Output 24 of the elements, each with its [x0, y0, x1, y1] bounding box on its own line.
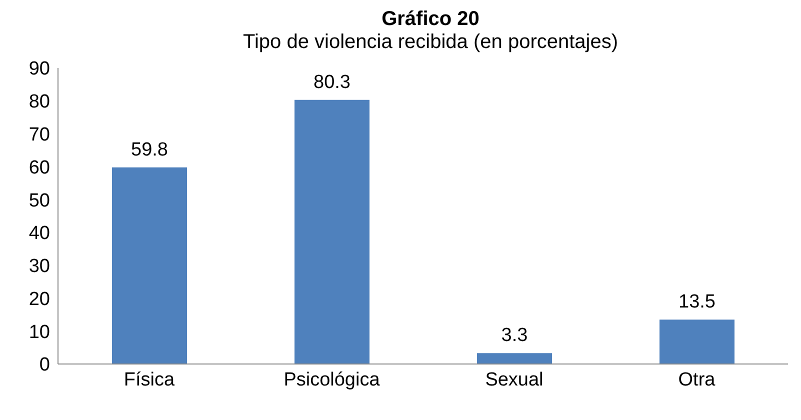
y-tick-label: 40	[28, 223, 50, 244]
y-tick-label: 10	[28, 322, 50, 343]
y-tick-label: 60	[28, 157, 50, 178]
y-tick-label: 20	[28, 288, 50, 310]
y-tick-label: 80	[28, 92, 50, 113]
bar	[660, 320, 734, 364]
data-label: 13.5	[678, 292, 716, 313]
data-label: 3.3	[501, 325, 528, 346]
x-tick-label: Psicológica	[284, 369, 380, 390]
bar	[112, 167, 187, 364]
chart-title: Gráfico 20	[380, 8, 480, 31]
chart-subtitle: Tipo de violencia recibida (en porcentajes)	[242, 31, 620, 54]
y-tick-label: 90	[28, 58, 50, 80]
bar	[294, 100, 370, 364]
data-label: 80.3	[314, 72, 350, 93]
bar	[477, 353, 552, 364]
x-tick-label: Sexual	[485, 369, 544, 390]
y-tick-label: 30	[28, 256, 50, 278]
data-label: 59.8	[131, 139, 168, 160]
y-tick-label: 50	[28, 190, 50, 212]
x-tick-label: Física	[124, 369, 176, 390]
x-tick-label: Otra	[678, 369, 716, 390]
y-tick-label: 0	[39, 354, 50, 376]
y-tick-label: 70	[28, 124, 50, 146]
